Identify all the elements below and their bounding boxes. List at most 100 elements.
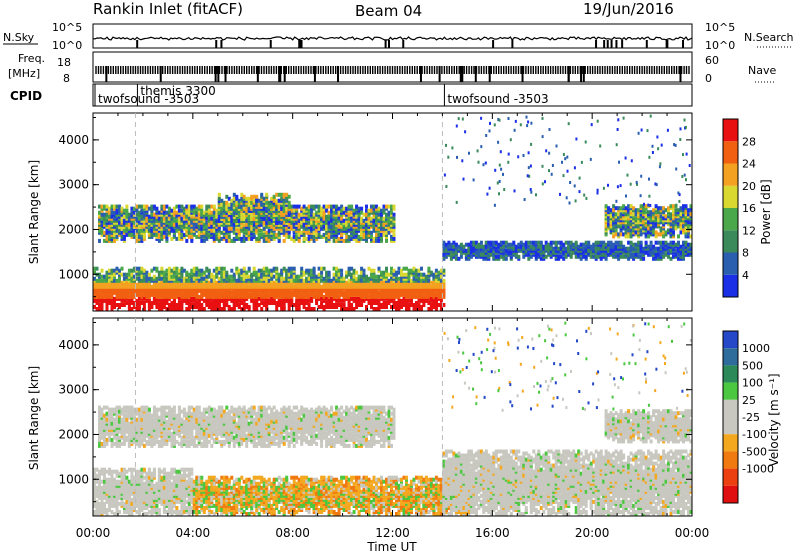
echo-cell (232, 196, 236, 201)
echo-cell (337, 288, 341, 293)
echo-cell (337, 272, 341, 277)
echo-cell (397, 301, 401, 305)
echo-cell (512, 240, 516, 245)
echo-cell (499, 240, 503, 245)
echo-cell (337, 218, 341, 223)
echo-cell (310, 206, 314, 211)
echo-cell (247, 204, 251, 209)
echo-cell (207, 204, 211, 209)
echo-cell (415, 288, 418, 293)
echo-cell (305, 268, 309, 273)
echo-cell (127, 218, 131, 223)
echo-cell (172, 307, 176, 311)
echo-cell (110, 206, 114, 211)
echo-cell (360, 236, 364, 241)
echo-cell (113, 278, 116, 283)
echo-cell (215, 280, 219, 285)
echo-cell (297, 212, 301, 217)
echo-cell (367, 218, 371, 223)
echo-cell (432, 301, 436, 305)
echo-cell (93, 288, 96, 293)
echo-cell (105, 206, 109, 211)
echo-cell (295, 274, 299, 279)
echo-cell (464, 242, 468, 247)
echo-cell (442, 278, 446, 283)
echo-cell (252, 217, 256, 221)
echo-cell (137, 210, 141, 215)
echo-cell (562, 242, 566, 247)
echo-cell (382, 208, 386, 213)
echo-cell (345, 307, 349, 311)
cpid-label: CPID (10, 89, 42, 103)
echo-cell (325, 206, 329, 211)
echo-cell (295, 206, 299, 211)
echo-cell (375, 204, 378, 209)
echo-cell (210, 272, 214, 277)
echo-cell (177, 208, 181, 213)
echo-cell (217, 192, 221, 197)
echo-cell (307, 204, 311, 209)
echo-cell (270, 276, 274, 281)
echo-cell (120, 280, 124, 285)
echo-cell (205, 220, 209, 225)
echo-cell (255, 194, 259, 199)
echo-cell (140, 301, 144, 305)
echo-cell (262, 276, 266, 281)
echo-cell (602, 240, 606, 245)
echo-cell (300, 216, 304, 221)
echo-cell (105, 218, 109, 223)
echo-cell (127, 294, 131, 299)
echo-cell (185, 204, 189, 209)
echo-cell (170, 274, 174, 279)
echo-cell (135, 266, 139, 271)
echo-cell (142, 288, 146, 293)
echo-cell (315, 274, 319, 279)
echo-cell (142, 204, 146, 209)
echo-cell (105, 276, 109, 281)
echo-cell (412, 288, 416, 293)
echo-cell (502, 240, 506, 245)
echo-cell (405, 301, 408, 305)
echo-cell (262, 238, 266, 243)
echo-cell (312, 288, 316, 293)
echo-cell (405, 266, 408, 271)
echo-cell (108, 278, 111, 283)
echo-cell (98, 292, 101, 297)
echo-cell (370, 272, 373, 277)
echo-cell (257, 276, 261, 281)
echo-cell (250, 232, 254, 237)
echo-cell (242, 226, 246, 231)
echo-cell (402, 276, 406, 281)
echo-cell (130, 210, 134, 215)
echo-cell (312, 230, 316, 235)
echo-cell (332, 303, 336, 307)
echo-cell (192, 232, 196, 237)
echo-cell (187, 301, 191, 305)
echo-cell (247, 276, 251, 281)
echo-cell (592, 242, 596, 247)
echo-cell (113, 232, 116, 237)
echo-cell (370, 218, 373, 223)
echo-cell (103, 298, 106, 303)
echo-cell (290, 208, 294, 213)
echo-cell (130, 288, 134, 293)
echo-cell (579, 256, 583, 261)
echo-cell (504, 256, 508, 261)
echo-cell (342, 206, 346, 211)
echo-cell (235, 204, 239, 209)
echo-cell (225, 200, 229, 205)
echo-cell (277, 192, 281, 197)
echo-cell (434, 301, 438, 305)
echo-cell (327, 218, 331, 223)
echo-cell (302, 278, 306, 283)
echo-cell (362, 298, 366, 303)
echo-cell (157, 232, 161, 237)
echo-cell (132, 228, 136, 233)
echo-cell (222, 232, 226, 237)
echo-cell (407, 303, 411, 307)
echo-cell (210, 305, 214, 309)
echo-cell (155, 206, 159, 211)
echo-cell (115, 288, 119, 293)
echo-cell (217, 204, 221, 209)
